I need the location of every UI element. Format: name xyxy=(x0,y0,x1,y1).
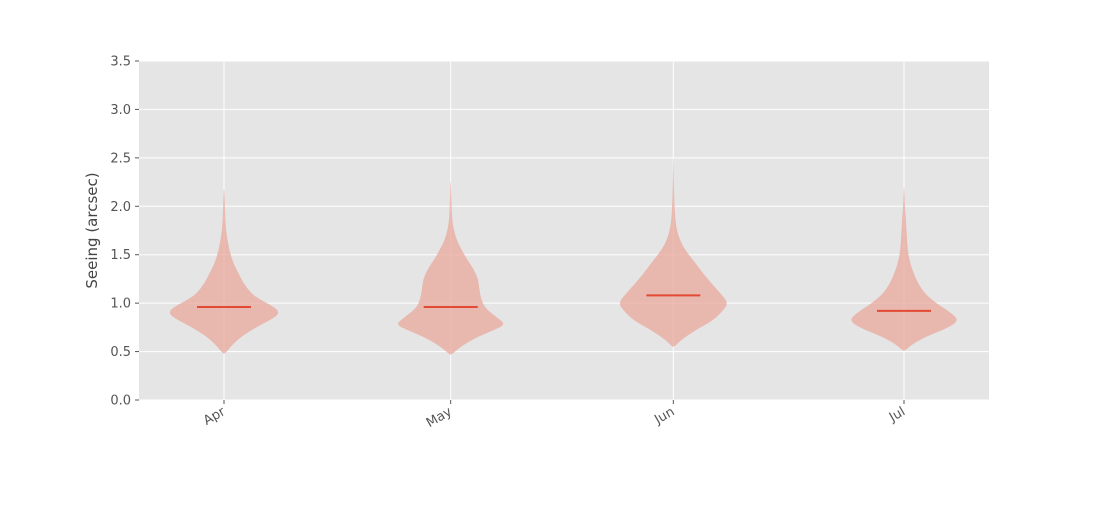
x-tick-label-jun: Jun xyxy=(651,404,677,428)
y-axis-label: Seeing (arcsec) xyxy=(83,172,101,288)
x-tick-label-jul: Jul xyxy=(886,404,908,425)
violin-apr xyxy=(169,188,279,354)
y-tick-label: 1.0 xyxy=(110,297,131,312)
x-axis-ticks: Apr May Jun Jul xyxy=(201,400,908,431)
y-tick-label: 2.5 xyxy=(110,151,131,166)
violin-jun xyxy=(619,157,727,347)
violin-jul xyxy=(851,186,957,351)
violin-may xyxy=(398,181,504,355)
y-tick-label: 3.5 xyxy=(110,55,131,70)
x-tick-label-may: May xyxy=(424,404,455,431)
y-axis-ticks: 0.0 0.5 1.0 1.5 2.0 2.5 3.0 3.5 xyxy=(110,55,139,409)
x-tick-label-apr: Apr xyxy=(201,404,229,429)
plot-area xyxy=(139,61,989,400)
y-tick-label: 0.5 xyxy=(110,345,131,360)
y-tick-label: 1.5 xyxy=(110,248,131,263)
y-tick-label: 3.0 xyxy=(110,103,131,118)
violin-bodies xyxy=(169,157,957,355)
median-lines xyxy=(197,294,931,312)
y-tick-label: 0.0 xyxy=(110,394,131,409)
y-tick-label: 2.0 xyxy=(110,200,131,215)
grid-lines xyxy=(139,60,989,401)
